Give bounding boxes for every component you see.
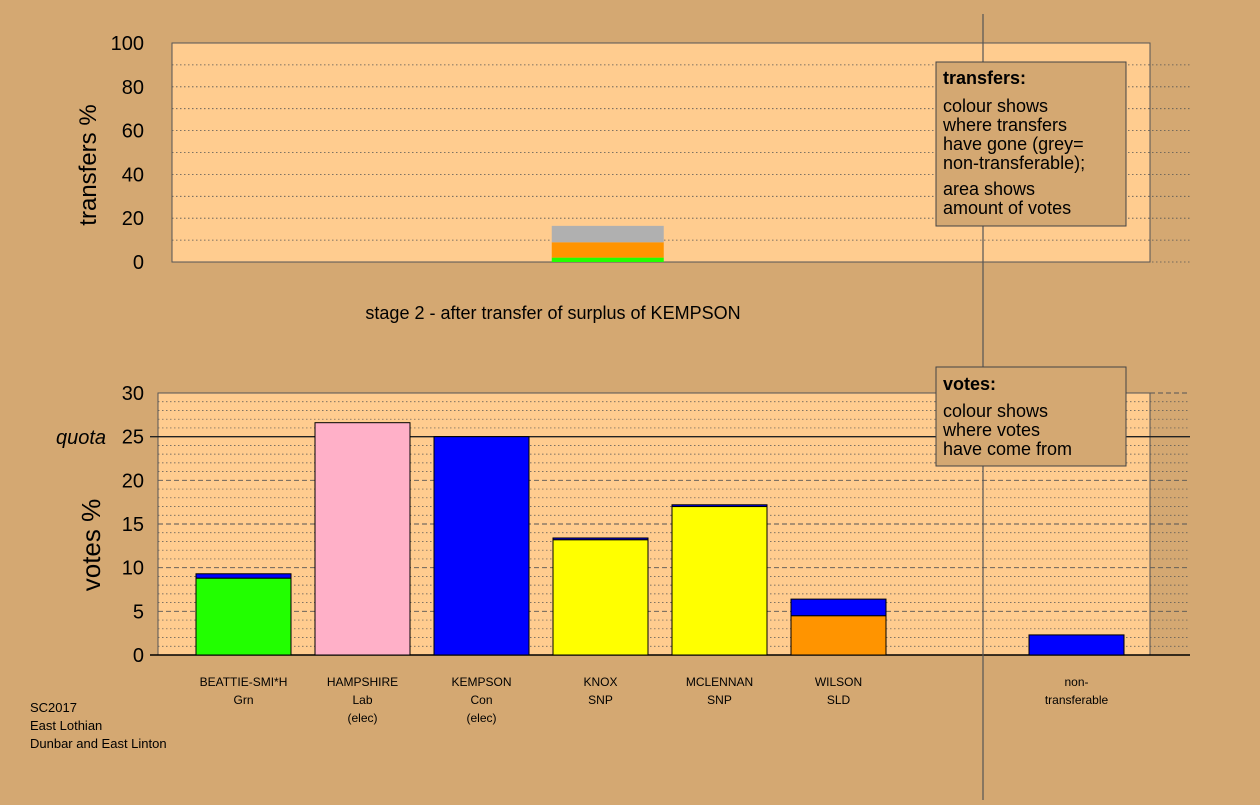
candidate-label: SNP	[707, 693, 732, 707]
vote-bar-segment	[433, 436, 530, 656]
footer-council: East Lothian	[30, 718, 102, 733]
candidate-label: SNP	[588, 693, 613, 707]
quota-label: quota	[56, 427, 106, 449]
vote-bar-segment	[671, 506, 768, 656]
candidate-label: non-	[1064, 675, 1088, 689]
transfers-y-tick-label: 60	[122, 121, 144, 143]
candidate-label: MCLENNAN	[686, 675, 753, 689]
footer-ward: Dunbar and East Linton	[30, 736, 167, 751]
votes-legend-text: colour shows	[943, 401, 1048, 421]
candidate-label: (elec)	[466, 711, 496, 725]
transfers-y-tick-label: 40	[122, 164, 144, 186]
candidate-label: BEATTIE-SMI*H	[200, 675, 288, 689]
transfers-legend-text: amount of votes	[943, 198, 1071, 218]
vote-bar-segment	[790, 615, 887, 656]
candidate-label: WILSON	[815, 675, 862, 689]
transfers-y-tick-label: 80	[122, 77, 144, 99]
transfer-segment-SLD	[551, 242, 664, 258]
votes-bars	[195, 422, 1125, 656]
transfers-legend-title: transfers:	[943, 68, 1026, 88]
transfer-segment-nontransferable	[551, 225, 664, 243]
votes-y-tick-label: 15	[122, 514, 144, 536]
candidate-label: Grn	[233, 693, 253, 707]
votes-legend: votes: colour shows where votes have com…	[935, 366, 1127, 467]
transfers-legend-text: where transfers	[942, 115, 1067, 135]
transfers-legend: transfers: colour shows where transfers …	[935, 61, 1127, 227]
votes-y-tick-label: 25	[122, 427, 144, 449]
transfers-legend-text: non-transferable);	[943, 153, 1085, 173]
vote-bar-segment	[790, 598, 887, 617]
candidate-label: KNOX	[583, 675, 617, 689]
vote-bar-segment	[314, 422, 411, 656]
transfers-bars	[551, 225, 664, 262]
transfers-legend-text: have gone (grey=	[943, 134, 1084, 154]
candidate-label: transferable	[1045, 693, 1109, 707]
vote-bar-segment	[195, 573, 292, 579]
transfers-legend-text: area shows	[943, 179, 1035, 199]
transfers-legend-text: colour shows	[943, 96, 1048, 116]
votes-legend-text: have come from	[943, 439, 1072, 459]
candidate-label: (elec)	[347, 711, 377, 725]
votes-legend-title: votes:	[943, 374, 996, 394]
votes-y-tick-label: 10	[122, 558, 144, 580]
candidate-label: HAMPSHIRE	[327, 675, 398, 689]
votes-y-axis-label: votes %	[76, 499, 106, 592]
vote-bar-segment	[671, 504, 768, 508]
vote-bar-segment	[195, 577, 292, 656]
candidate-label: KEMPSON	[451, 675, 511, 689]
votes-x-labels: BEATTIE-SMI*H Grn HAMPSHIRE Lab (elec) KEMPSO…	[200, 675, 1109, 725]
candidate-label: SLD	[827, 693, 851, 707]
vote-bar-segment	[552, 539, 649, 656]
votes-legend-text: where votes	[942, 420, 1040, 440]
stage-caption: stage 2 - after transfer of surplus of K…	[365, 303, 740, 323]
transfer-segment-Grn	[551, 257, 664, 262]
votes-y-tick-label: 20	[122, 470, 144, 492]
transfers-y-axis-label: transfers %	[75, 104, 102, 225]
vote-bar-segment	[1028, 634, 1125, 656]
candidate-label: Con	[470, 693, 492, 707]
vote-bar-segment	[552, 537, 649, 541]
votes-y-tick-label: 5	[133, 601, 144, 623]
votes-y-ticks: 0 5 10 15 20 25 30	[122, 383, 144, 667]
transfers-y-tick-label: 20	[122, 208, 144, 230]
transfers-y-tick-label: 100	[111, 33, 144, 55]
votes-y-tick-label: 30	[122, 383, 144, 405]
candidate-label: Lab	[352, 693, 372, 707]
footer-election: SC2017	[30, 700, 77, 715]
transfers-y-ticks: 0 20 40 60 80 100	[111, 33, 144, 274]
votes-y-tick-label: 0	[133, 645, 144, 667]
transfers-y-tick-label: 0	[133, 252, 144, 274]
